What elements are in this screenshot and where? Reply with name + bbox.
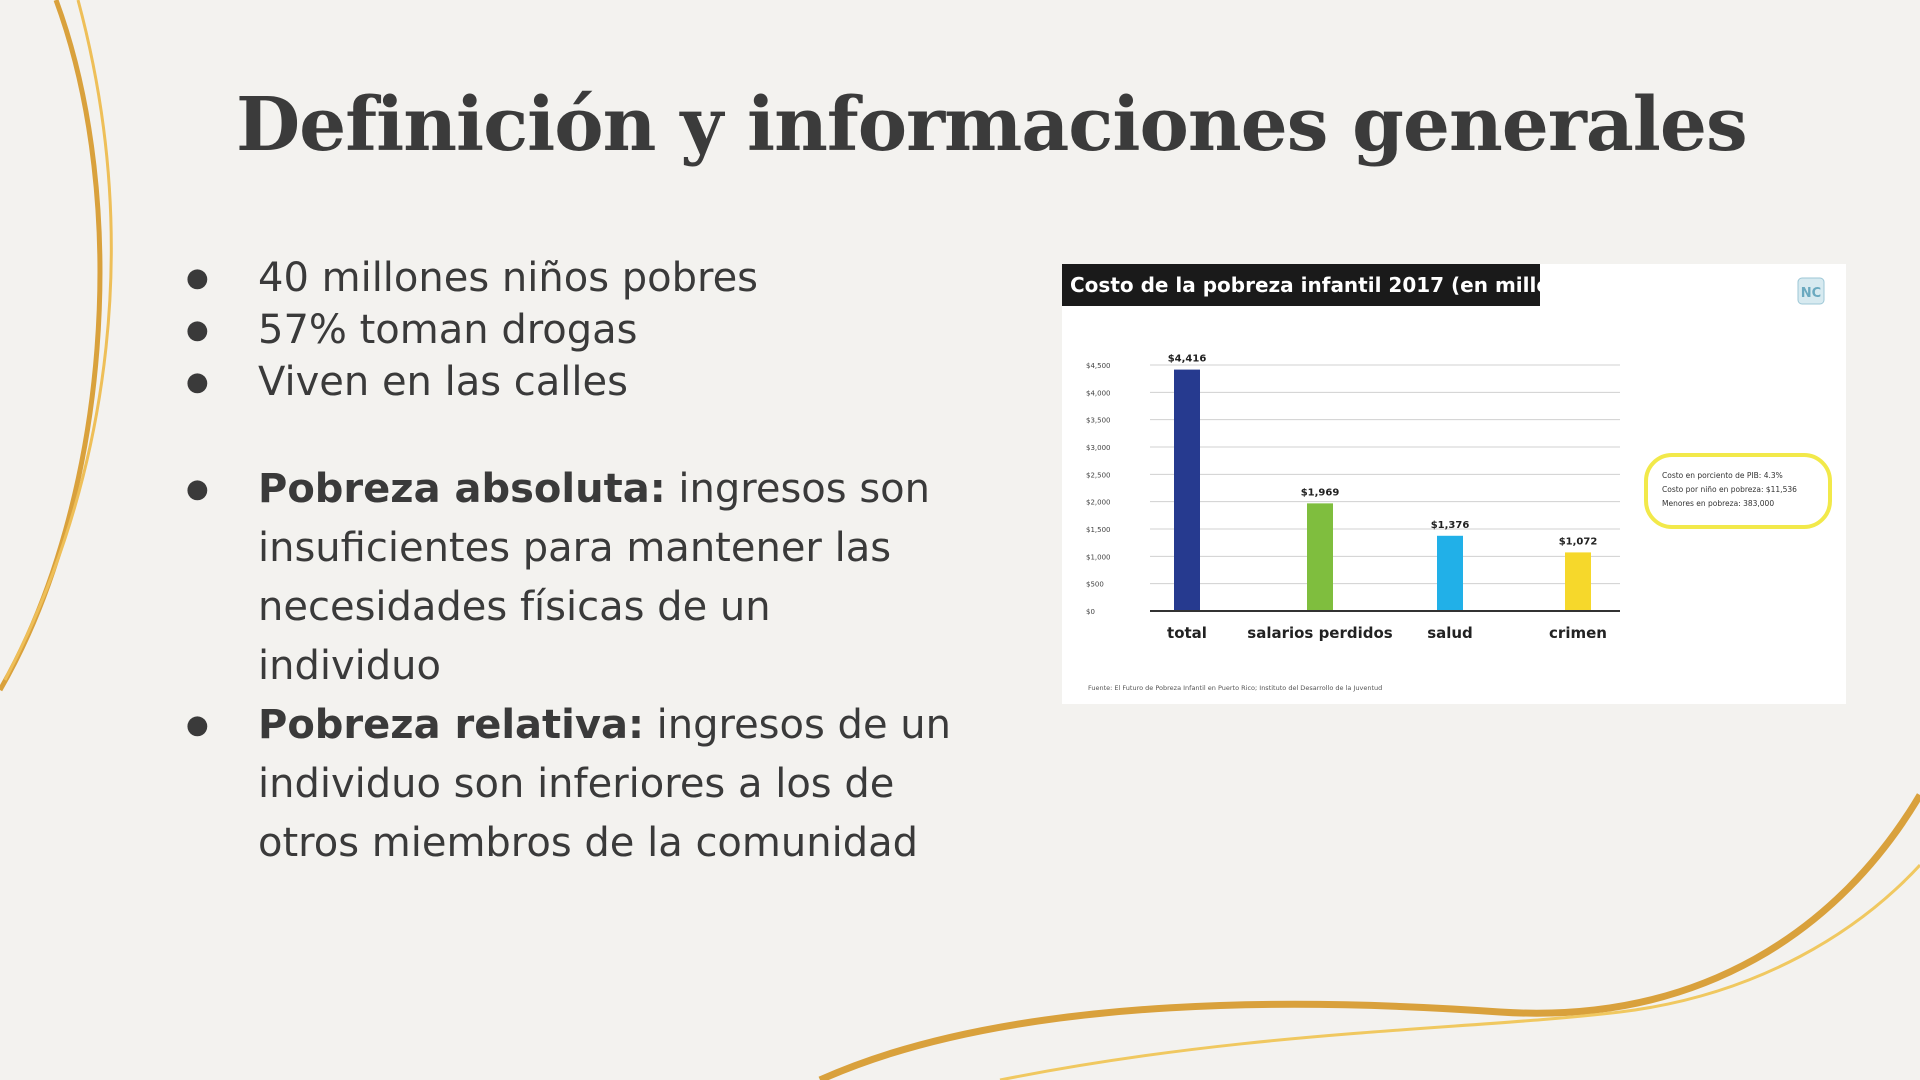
y-tick-label: $3,500 xyxy=(1086,417,1111,425)
callout-line: Costo por niño en pobreza: $11,536 xyxy=(1662,485,1797,494)
x-category-label: crimen xyxy=(1549,624,1607,642)
y-tick-label: $1,000 xyxy=(1086,553,1111,561)
bullet-list-definitions: Pobreza absoluta: ingresos son insuficie… xyxy=(186,460,966,873)
publisher-logo-icon: NC xyxy=(1797,277,1825,305)
chart-card: Costo de la pobreza infantil 2017 (en mi… xyxy=(1062,264,1846,704)
chart-title: Costo de la pobreza infantil 2017 (en mi… xyxy=(1070,273,1599,297)
bullet-item: 57% toman drogas xyxy=(186,304,966,356)
bullet-item: 40 millones niños pobres xyxy=(186,252,966,304)
gold-curve-left-outer xyxy=(0,0,103,692)
gold-curve-bottom-thick xyxy=(818,793,1920,1080)
bar-value-label: $1,969 xyxy=(1301,487,1340,498)
y-tick-label: $1,500 xyxy=(1086,526,1111,534)
y-tick-label: $0 xyxy=(1086,608,1095,616)
definition-term: Pobreza relativa: xyxy=(258,702,644,748)
chart-source: Fuente: El Futuro de Pobreza Infantil en… xyxy=(1088,684,1382,692)
y-tick-label: $4,000 xyxy=(1086,389,1111,397)
gold-curve-bottom-thin xyxy=(999,863,1920,1080)
gold-curve-left-inner xyxy=(3,0,113,681)
svg-text:NC: NC xyxy=(1801,286,1821,301)
bar-value-label: $4,416 xyxy=(1168,354,1207,365)
bar-value-label: $1,376 xyxy=(1431,520,1470,531)
bar-total xyxy=(1174,369,1200,611)
y-tick-label: $4,500 xyxy=(1086,362,1111,370)
bar-value-label: $1,072 xyxy=(1559,536,1598,547)
x-category-label: salud xyxy=(1427,624,1473,642)
definition-text: ingresos de un individuo son inferiores … xyxy=(258,702,951,866)
callout-line: Costo en porciento de PIB: 4.3% xyxy=(1662,471,1783,480)
callout-line: Menores en pobreza: 383,000 xyxy=(1662,499,1774,508)
bullet-text-area: 40 millones niños pobres 57% toman droga… xyxy=(186,252,966,873)
bar-crimen xyxy=(1565,552,1591,611)
x-category-label: salarios perdidos xyxy=(1247,624,1393,642)
definition-relative: Pobreza relativa: ingresos de un individ… xyxy=(186,696,966,873)
x-category-label: total xyxy=(1167,624,1207,642)
bullet-item: Viven en las calles xyxy=(186,356,966,408)
y-tick-label: $500 xyxy=(1086,581,1104,589)
definition-term: Pobreza absoluta: xyxy=(258,466,666,512)
bar-salarios-perdidos xyxy=(1307,503,1333,611)
y-tick-label: $2,500 xyxy=(1086,471,1111,479)
definition-text: ingresos son insuficientes para mantener… xyxy=(258,466,930,689)
chart-title-bg xyxy=(1062,264,1540,306)
bullet-list-top: 40 millones niños pobres 57% toman droga… xyxy=(186,252,966,408)
slide-title: Definición y informaciones generales xyxy=(236,82,1748,168)
callout-box xyxy=(1644,453,1832,529)
definition-absolute: Pobreza absoluta: ingresos son insuficie… xyxy=(186,460,966,696)
bar-salud xyxy=(1437,535,1463,611)
bar-chart: Costo de la pobreza infantil 2017 (en mi… xyxy=(1062,264,1832,692)
y-tick-label: $3,000 xyxy=(1086,444,1111,452)
y-tick-label: $2,000 xyxy=(1086,499,1111,507)
